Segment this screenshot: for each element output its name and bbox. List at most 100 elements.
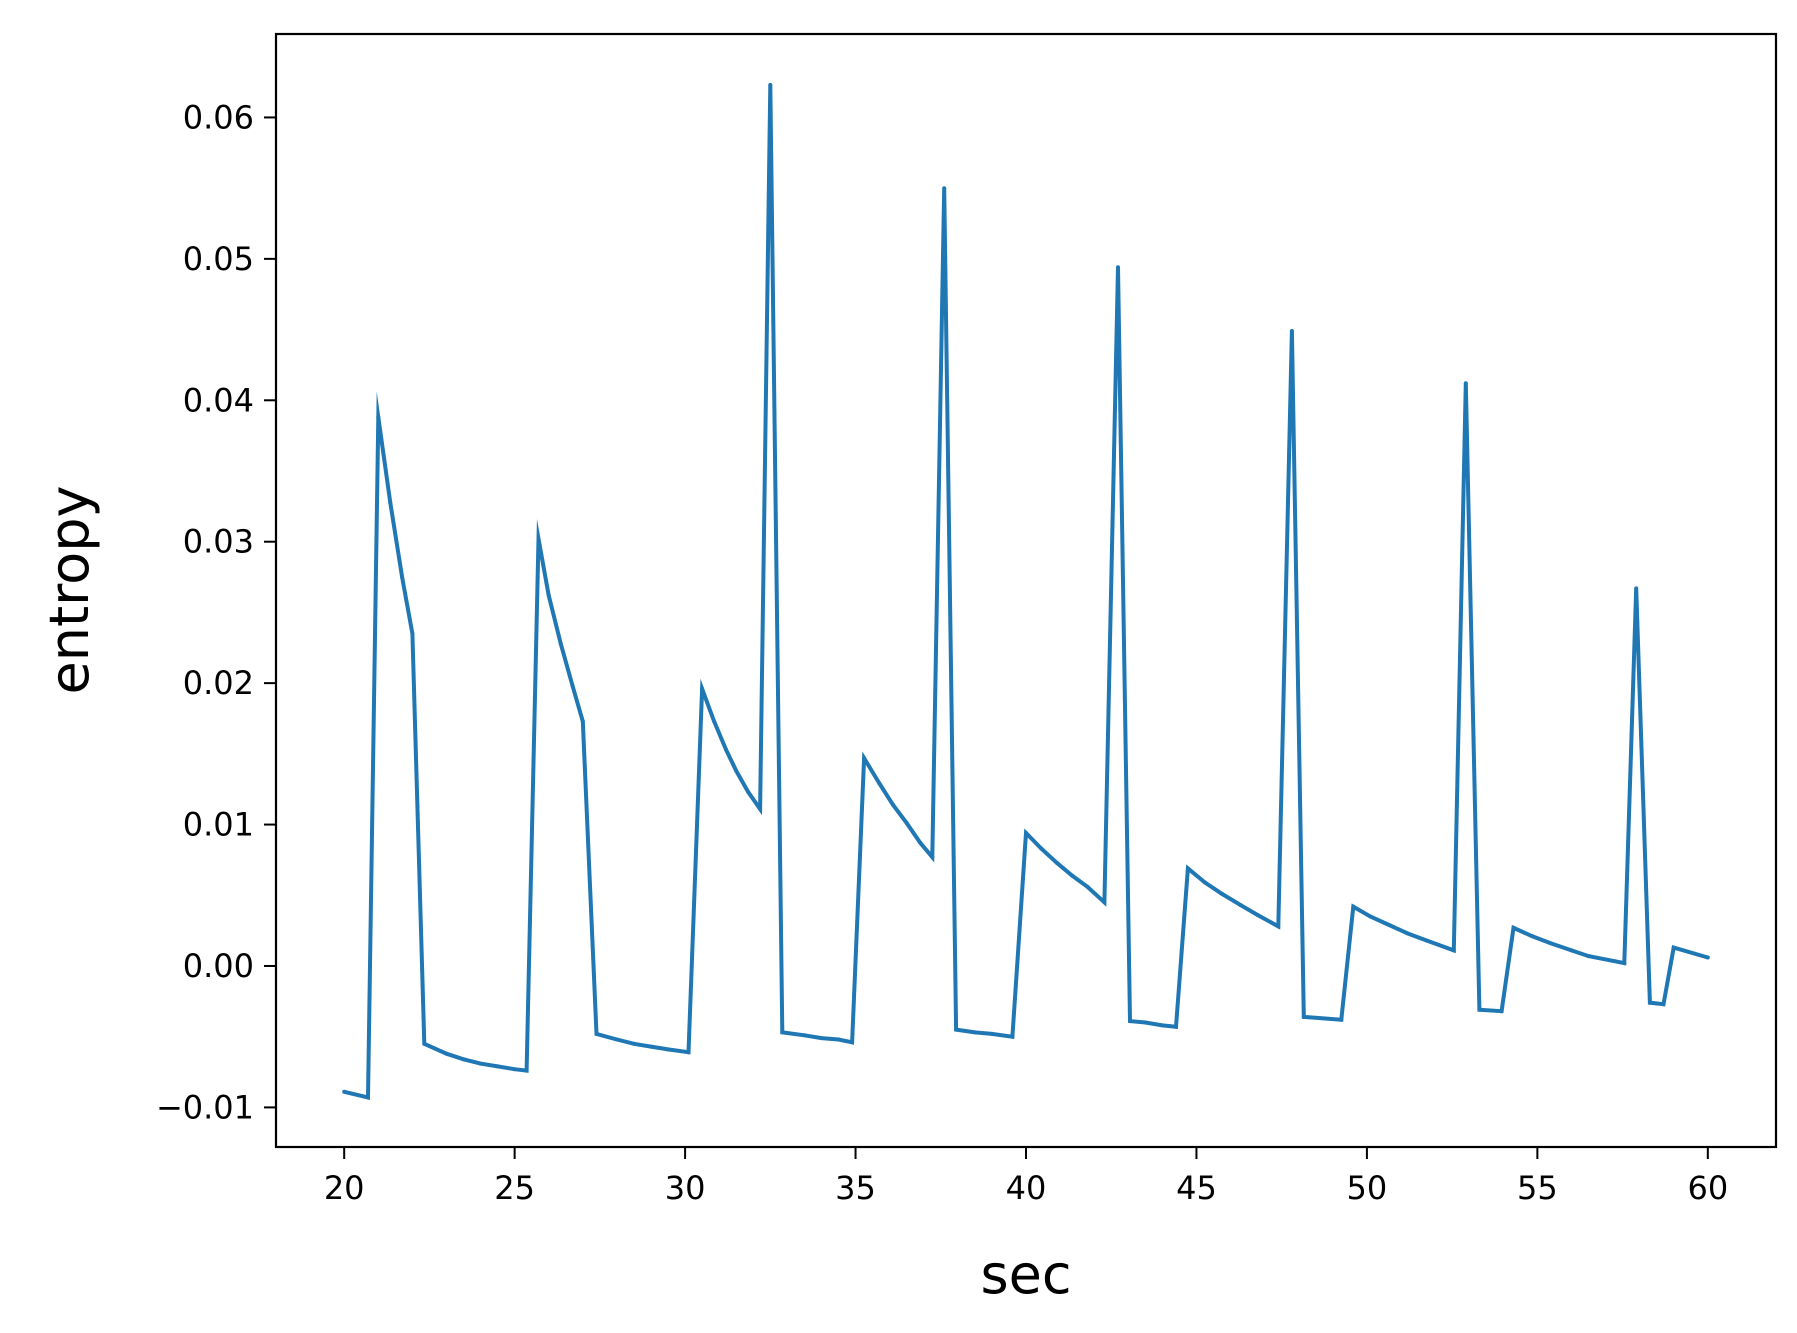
data-point	[495, 1064, 500, 1069]
data-point	[422, 1041, 427, 1046]
data-point	[1647, 1000, 1652, 1005]
data-point	[1569, 948, 1574, 953]
data-point	[1387, 923, 1392, 927]
y-axis-ticks: −0.01 0.00 0.01 0.02 0.03 0.04 0.05 0.06	[156, 98, 276, 1126]
data-point	[734, 768, 739, 773]
data-point	[1586, 954, 1591, 959]
data-point	[1405, 931, 1410, 936]
data-point	[989, 1031, 994, 1036]
data-point	[1451, 948, 1456, 953]
y-tick-label: 0.00	[183, 947, 254, 985]
data-point	[400, 575, 405, 580]
data-point	[850, 1040, 855, 1045]
data-point	[1102, 900, 1107, 905]
data-point	[1549, 941, 1553, 946]
y-tick-label: 0.03	[183, 523, 254, 561]
data-point	[1128, 1019, 1132, 1024]
data-point	[942, 186, 947, 191]
data-point	[632, 1041, 636, 1046]
data-point	[877, 781, 882, 786]
data-point	[666, 1047, 670, 1052]
x-tick-label: 45	[1176, 1169, 1217, 1207]
series-layer	[342, 82, 1710, 1101]
x-tick-label: 25	[494, 1169, 535, 1207]
data-point	[1238, 903, 1243, 908]
data-point	[1160, 1023, 1165, 1028]
data-point	[802, 1033, 807, 1038]
data-point	[1143, 1020, 1148, 1025]
data-point	[1085, 884, 1090, 889]
data-point	[1185, 866, 1190, 871]
data-point	[780, 1030, 785, 1035]
data-point	[1499, 1009, 1504, 1014]
data-point	[836, 1037, 841, 1042]
data-point	[930, 855, 935, 860]
data-point	[758, 807, 763, 811]
data-point	[570, 684, 575, 688]
data-point	[972, 1030, 977, 1035]
data-point	[1010, 1034, 1015, 1039]
data-point	[388, 500, 393, 505]
data-point	[594, 1031, 599, 1036]
x-tick-label: 20	[324, 1169, 365, 1207]
x-tick-label: 30	[665, 1169, 706, 1207]
y-tick-label: 0.05	[183, 240, 254, 278]
data-point	[1024, 831, 1028, 835]
data-point	[1039, 846, 1044, 851]
y-tick-label: 0.02	[183, 664, 254, 702]
data-point	[1255, 913, 1260, 918]
data-point	[700, 686, 705, 691]
data-point	[1661, 1002, 1666, 1007]
data-point	[1301, 1014, 1306, 1019]
data-point	[954, 1027, 959, 1032]
data-point	[524, 1068, 529, 1073]
data-point	[1463, 381, 1468, 386]
x-tick-label: 60	[1687, 1169, 1728, 1207]
data-point	[366, 1095, 370, 1100]
data-point	[558, 641, 563, 646]
data-point	[1289, 329, 1294, 333]
data-point	[712, 719, 717, 724]
data-point	[1174, 1024, 1178, 1029]
data-point	[1054, 860, 1059, 865]
data-point	[686, 1050, 691, 1055]
data-point	[1622, 961, 1627, 966]
data-point	[536, 536, 541, 541]
x-tick-label: 50	[1347, 1169, 1388, 1207]
y-tick-label: 0.01	[183, 806, 254, 844]
data-point	[580, 719, 585, 724]
x-axis-ticks: 20 25 30 35 40 45 50 55 60	[324, 1147, 1728, 1207]
data-point	[512, 1067, 517, 1072]
data-point	[1276, 924, 1281, 929]
data-point	[1705, 955, 1710, 960]
data-point	[1116, 265, 1120, 270]
data-point	[376, 415, 381, 420]
y-tick-label: 0.06	[183, 98, 254, 136]
y-axis-label: entropy	[38, 486, 101, 695]
x-tick-label: 35	[835, 1169, 876, 1207]
data-point	[1634, 586, 1639, 591]
data-point	[1424, 938, 1429, 943]
data-point	[1477, 1007, 1482, 1012]
data-point	[1220, 891, 1224, 896]
data-point	[1351, 904, 1356, 909]
data-point	[1511, 925, 1516, 930]
data-point	[904, 821, 909, 826]
data-point	[342, 1089, 347, 1094]
data-point	[1203, 880, 1207, 885]
data-point	[478, 1061, 483, 1066]
x-tick-label: 40	[1006, 1169, 1047, 1207]
y-tick-label: −0.01	[156, 1088, 254, 1126]
data-point	[614, 1037, 619, 1042]
data-point	[1070, 873, 1074, 878]
data-point	[1671, 945, 1676, 950]
data-point	[862, 756, 867, 761]
data-point	[724, 747, 728, 752]
data-point	[819, 1036, 824, 1041]
x-tick-label: 55	[1517, 1169, 1558, 1207]
data-point	[444, 1051, 449, 1056]
data-point	[410, 631, 415, 636]
data-point	[1530, 934, 1535, 939]
